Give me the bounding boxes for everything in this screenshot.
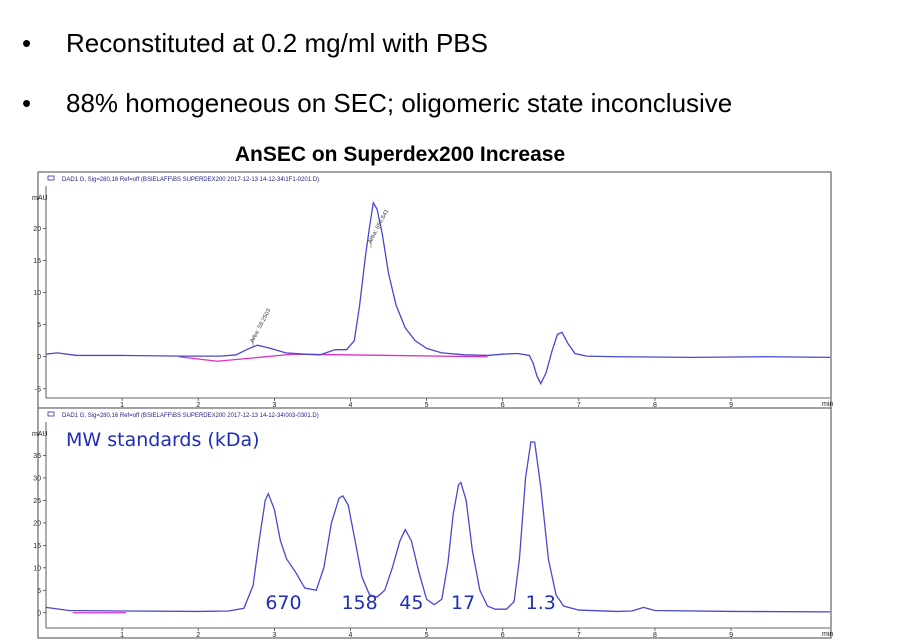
x-tick-label: 5 xyxy=(425,402,429,409)
x-tick-label: 1 xyxy=(120,402,124,409)
x-axis-unit: min xyxy=(822,631,833,638)
x-tick-label: 3 xyxy=(272,632,276,639)
x-tick-label: 6 xyxy=(501,632,505,639)
mw-standards-legend: MW standards (kDa) xyxy=(66,429,260,451)
y-axis-label: mAU xyxy=(32,195,48,202)
x-tick-label: 8 xyxy=(653,402,657,409)
x-tick-label: 9 xyxy=(729,402,733,409)
y-tick-label: -5 xyxy=(35,386,41,393)
y-tick-label: 25 xyxy=(33,498,41,505)
y-tick-label: 0 xyxy=(37,354,41,361)
x-tick-label: 1 xyxy=(120,632,124,639)
peak-mw-label: 158 xyxy=(341,592,377,614)
peak-mw-label: 1.3 xyxy=(526,592,556,614)
y-tick-label: 5 xyxy=(37,588,41,595)
y-tick-label: 30 xyxy=(33,475,41,482)
x-tick-label: 2 xyxy=(196,402,200,409)
header-legend-swatch xyxy=(47,175,55,181)
peak-mw-label: 670 xyxy=(265,592,301,614)
series-line-1 xyxy=(45,200,831,386)
peak-mw-label: 17 xyxy=(451,592,475,614)
chromatogram-header: DAD1 G, Sig=280,16 Ref=off (BSIELAFF\BS … xyxy=(62,413,319,419)
integration-baseline xyxy=(179,353,488,362)
bullet-text: 88% homogeneous on SEC; oligomeric state… xyxy=(66,88,733,118)
chart-panel-1: DAD1 G, Sig=280,16 Ref=off (BSIELAFF\BS … xyxy=(32,171,833,409)
chart-title: AnSEC on Superdex200 Increase xyxy=(234,143,566,166)
series-line-1 xyxy=(45,441,831,613)
bullet-marker: • xyxy=(22,88,32,118)
y-tick-label: 20 xyxy=(33,520,41,527)
x-tick-label: 3 xyxy=(272,402,276,409)
y-tick-label: 15 xyxy=(33,258,41,265)
x-tick-label: 5 xyxy=(425,632,429,639)
x-tick-label: 4 xyxy=(349,632,353,639)
x-tick-label: 4 xyxy=(349,402,353,409)
panel-frame xyxy=(37,407,832,639)
x-tick-label: 7 xyxy=(577,402,581,409)
x-tick-label: 8 xyxy=(653,632,657,639)
y-tick-label: 15 xyxy=(33,543,41,550)
x-tick-label: 6 xyxy=(501,402,505,409)
bullet-marker: • xyxy=(22,28,32,58)
x-axis-unit: min xyxy=(822,401,833,408)
y-tick-label: 20 xyxy=(33,226,41,233)
x-tick-label: 7 xyxy=(577,632,581,639)
chromatogram-header: DAD1 G, Sig=280,16 Ref=off (BSIELAFF\BS … xyxy=(62,177,319,183)
bullet-text: Reconstituted at 0.2 mg/ml with PBS xyxy=(66,28,488,58)
y-tick-label: 10 xyxy=(33,290,41,297)
y-tick-label: 0 xyxy=(37,610,41,617)
header-legend-swatch xyxy=(47,411,55,417)
y-tick-label: 10 xyxy=(33,565,41,572)
panel-frame xyxy=(37,171,832,409)
chart-panel-2: DAD1 G, Sig=280,16 Ref=off (BSIELAFF\BS … xyxy=(32,407,833,639)
peak-mw-label: 45 xyxy=(399,592,423,614)
y-tick-label: 35 xyxy=(33,453,41,460)
x-tick-label: 2 xyxy=(196,632,200,639)
y-axis-label: mAU xyxy=(32,431,48,438)
x-tick-label: 9 xyxy=(729,632,733,639)
y-tick-label: 5 xyxy=(37,322,41,329)
